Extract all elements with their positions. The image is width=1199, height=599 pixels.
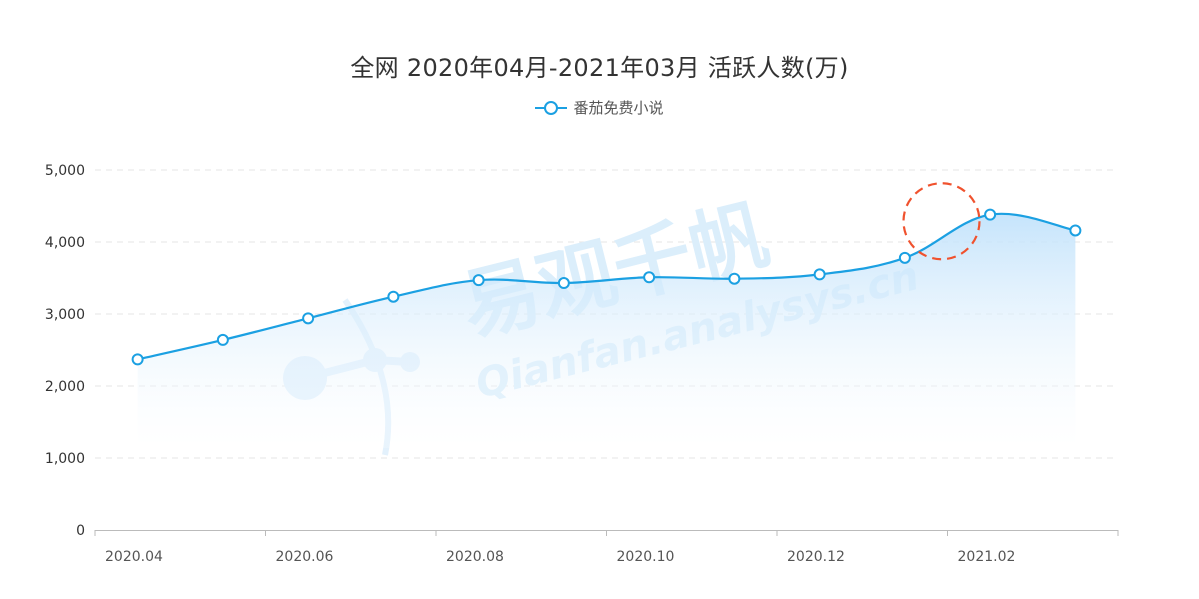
- x-tick-label: 2020.08: [446, 549, 504, 565]
- data-point[interactable]: [216, 333, 229, 346]
- data-point[interactable]: [984, 208, 997, 221]
- highlight-circle: [902, 182, 981, 261]
- x-tick-label: 2020.06: [276, 549, 334, 565]
- y-tick-label: 3,000: [45, 307, 85, 323]
- y-tick-label: 0: [76, 523, 85, 539]
- chart-title: 全网 2020年04月-2021年03月 活跃人数(万): [350, 54, 849, 82]
- data-point[interactable]: [131, 353, 144, 366]
- data-point[interactable]: [643, 271, 656, 284]
- data-point[interactable]: [302, 312, 315, 325]
- data-point[interactable]: [1069, 224, 1082, 237]
- data-point[interactable]: [472, 274, 485, 287]
- y-tick-label: 4,000: [45, 235, 85, 251]
- data-point[interactable]: [387, 290, 400, 303]
- data-point[interactable]: [813, 268, 826, 281]
- y-tick-label: 5,000: [45, 163, 85, 179]
- x-tick-label: 2020.10: [617, 549, 675, 565]
- x-tick-label: 2020.12: [787, 549, 845, 565]
- legend-label: 番茄免费小说: [573, 99, 664, 117]
- data-point[interactable]: [898, 251, 911, 264]
- y-tick-label: 1,000: [45, 451, 85, 467]
- chart-legend[interactable]: 番茄免费小说: [0, 97, 1199, 118]
- x-tick-label: 2021.02: [958, 549, 1016, 565]
- data-point[interactable]: [557, 277, 570, 290]
- y-tick-label: 2,000: [45, 379, 85, 395]
- data-point[interactable]: [728, 272, 741, 285]
- legend-marker-icon: [535, 100, 568, 115]
- x-tick-label: 2020.04: [105, 549, 163, 565]
